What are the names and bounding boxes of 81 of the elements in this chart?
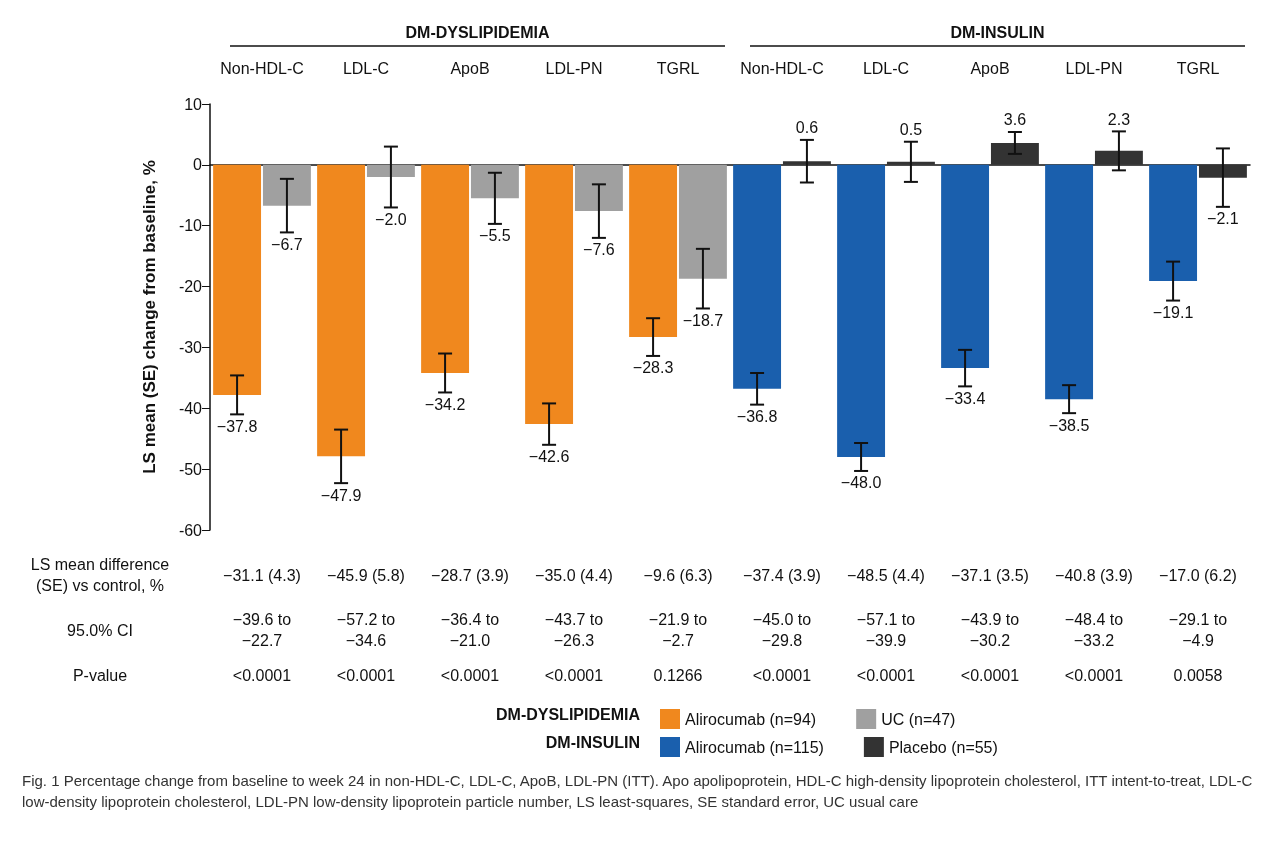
data-label: 3.6 [1003,111,1027,129]
y-tick-label: -40 [178,399,203,417]
x-tick-label: ApoB [970,59,1010,77]
text: DM-INSULIN [950,23,1045,41]
text: −37.4 (3.9) [743,566,821,584]
text: <0.0001 [752,666,812,684]
text: −39.6 to −22.7 [232,611,292,649]
text: <0.0001 [1064,666,1124,684]
caption: Fig. 1 Percentage change from baseline to week 24 in non-HDL-C, LDL-C, ApoB, LDL-PN (ITT). Apo apolipoprotein, HDL-C high-density lipoprotein cholesterol, ITT intent-to-treat, LDL-C low-density lipoprotein cholesterol, LDL-PN low-density lipoprotein particle number, LS least-squares, SE standard error, UC usual care [22,772,1257,810]
x-tick-label: ApoB [450,59,490,77]
x-tick-label: LDL-PN [545,59,603,77]
legend-label: Placebo (n=55) [888,738,998,756]
text: −9.6 (6.3) [643,566,713,584]
data-label: −48.0 [840,474,882,492]
text: 95.0% CI [67,621,133,639]
x-tick-label: LDL-PN [1065,59,1123,77]
data-label: −38.5 [1048,416,1090,434]
data-label: −42.6 [528,448,570,466]
text: DM-DYSLIPIDEMIA [405,23,550,41]
text: −57.2 to −34.6 [336,611,396,649]
text: −43.9 to −30.2 [960,611,1020,649]
text: <0.0001 [544,666,604,684]
text: −57.1 to −39.9 [856,611,916,649]
y-axis-title: LS mean (SE) change from baseline, % [140,160,159,474]
y-tick-label: -30 [178,338,203,356]
y-tick-label: 10 [184,95,203,113]
data-label: −33.4 [944,389,986,407]
text: −40.8 (3.9) [1055,566,1133,584]
data-label: −6.7 [271,235,303,253]
text: −31.1 (4.3) [223,566,301,584]
text: −48.5 (4.4) [847,566,925,584]
y-tick-label: -20 [178,278,203,296]
data-label: −18.7 [682,311,724,329]
text: <0.0001 [960,666,1020,684]
y-tick-label: 0 [193,156,203,174]
y-tick-label: -50 [178,460,203,478]
text: −17.0 (6.2) [1159,566,1237,584]
text: <0.0001 [232,666,292,684]
data-label: −5.5 [479,227,511,245]
x-tick-label: TGRL [656,59,700,77]
data-label: −2.1 [1207,210,1239,228]
data-label: −47.9 [320,486,362,504]
y-tick-label: -60 [178,521,203,539]
x-tick-label: TGRL [1176,59,1220,77]
data-label: −37.8 [216,417,258,435]
data-label: −7.6 [583,241,615,259]
text: −45.0 to −29.8 [752,611,812,649]
data-label: −19.1 [1152,304,1194,322]
text: −29.1 to −4.9 [1168,611,1228,649]
text: −36.4 to −21.0 [440,611,500,649]
x-tick-label: Non-HDL-C [740,59,824,77]
data-label: −2.0 [375,210,407,228]
text: −48.4 to −33.2 [1064,611,1124,649]
legend-label: UC (n=47) [881,710,956,728]
data-label: 0.5 [899,121,923,139]
text: DM-DYSLIPIDEMIA [496,705,641,723]
text: <0.0001 [336,666,396,684]
text: −45.9 (5.8) [327,566,405,584]
data-label: −36.8 [736,408,778,426]
y-tick-label: -10 [178,217,203,235]
x-tick-label: LDL-C [342,59,390,77]
data-label: −28.3 [632,359,674,377]
text: −21.9 to −2.7 [648,611,708,649]
text: −37.1 (3.5) [951,566,1029,584]
x-tick-label: Non-HDL-C [220,59,304,77]
legend-label: Alirocumab (n=115) [685,738,824,756]
text: −28.7 (3.9) [431,566,509,584]
text: <0.0001 [440,666,500,684]
text: 0.1266 [653,666,703,684]
data-label: 0.6 [795,119,819,137]
text: DM-INSULIN [545,733,640,751]
text: <0.0001 [856,666,916,684]
legend-label: Alirocumab (n=94) [685,710,817,728]
data-label: 2.3 [1107,110,1131,128]
text: LS mean difference (SE) vs control, % [30,556,170,594]
x-tick-label: LDL-C [862,59,910,77]
text: −43.7 to −26.3 [544,611,604,649]
text: P-value [72,666,128,684]
data-label: −34.2 [424,395,466,413]
text: 0.0058 [1173,666,1223,684]
text: −35.0 (4.4) [535,566,613,584]
